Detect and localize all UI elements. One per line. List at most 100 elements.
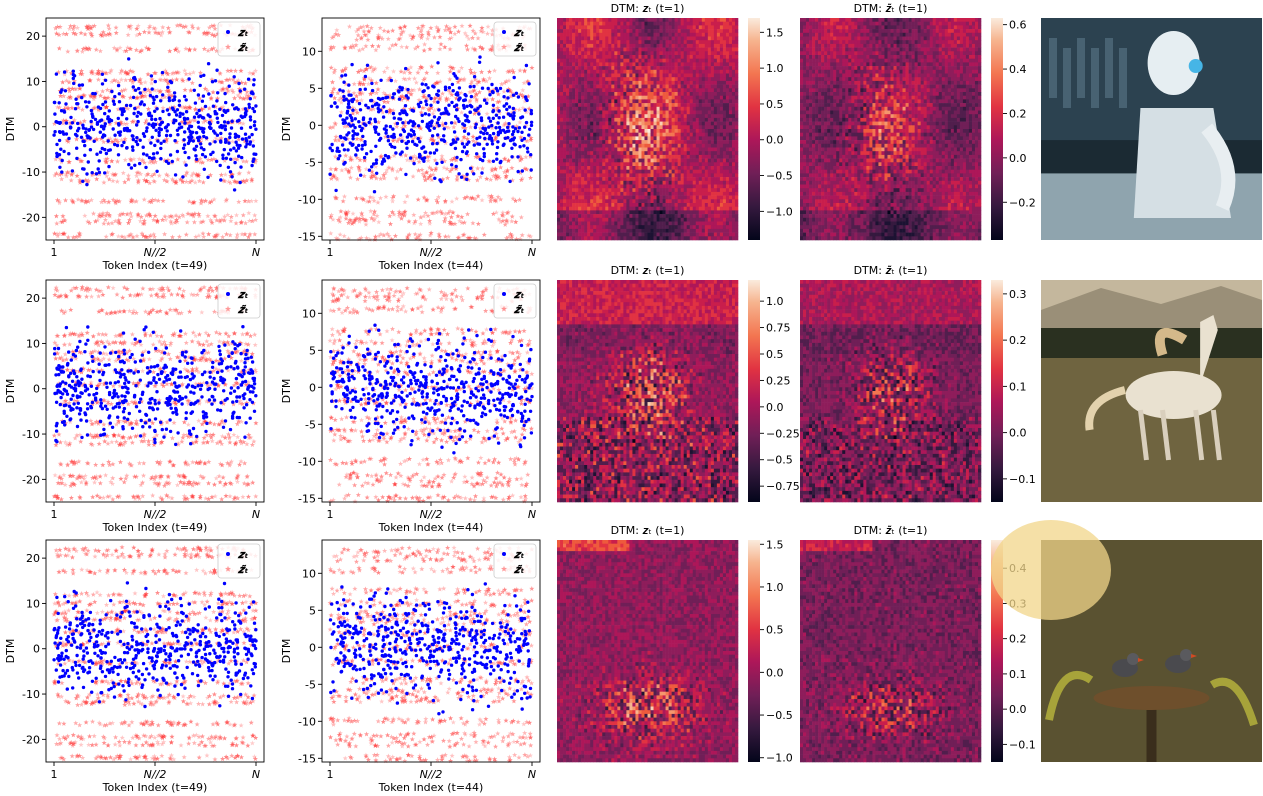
star-point — [138, 171, 144, 177]
star-point — [146, 29, 152, 35]
heatmap-cell — [572, 18, 576, 22]
heatmap-cell — [710, 125, 715, 130]
star-point — [361, 75, 367, 81]
star-point — [224, 89, 230, 95]
heatmap-cell — [653, 95, 657, 100]
heatmap-cell — [632, 106, 636, 111]
heatmap-cell — [575, 43, 579, 48]
heatmap-cell — [665, 136, 669, 141]
star-point — [185, 211, 191, 216]
heatmap-cell — [584, 32, 588, 37]
heatmap-cell — [677, 55, 681, 59]
heatmap-cell — [698, 110, 703, 115]
star-point — [401, 95, 407, 101]
heatmap-cell — [707, 40, 712, 45]
heatmap-cell — [623, 73, 627, 78]
heatmap-cell — [557, 129, 561, 133]
heatmap-cell — [581, 29, 585, 34]
star-point — [154, 218, 160, 224]
dot-point — [199, 146, 204, 150]
heatmap-cell — [728, 132, 733, 137]
star-point — [65, 48, 71, 54]
heatmap-cell — [719, 95, 724, 100]
dot-point — [134, 139, 138, 144]
star-point — [204, 31, 210, 37]
heatmap-cell — [632, 80, 636, 85]
legend: 𝒛ₜ𝒛̃ₜ — [493, 21, 537, 57]
heatmap-cell — [668, 117, 672, 122]
heatmap-cell — [701, 121, 706, 126]
star-point — [130, 77, 137, 83]
heatmap-cell — [596, 110, 600, 115]
heatmap-cell — [611, 62, 615, 67]
heatmap-cell — [572, 43, 576, 48]
heatmap-cell — [713, 25, 718, 30]
heatmap-cell — [614, 80, 618, 85]
star-point — [414, 155, 420, 161]
dot-point — [116, 116, 121, 121]
star-point — [94, 176, 100, 182]
heatmap-cell — [734, 55, 739, 59]
star-point — [399, 212, 406, 218]
heatmap-cell — [710, 132, 715, 137]
star-point — [246, 218, 253, 224]
dot-point — [424, 102, 429, 107]
dot-point — [411, 129, 416, 134]
star-point — [488, 196, 494, 201]
star-point — [65, 105, 71, 111]
star-point — [74, 136, 80, 142]
heatmap-cell — [632, 66, 636, 71]
star-point — [62, 217, 68, 223]
heatmap-cell — [698, 18, 703, 22]
heatmap-cell — [728, 66, 733, 71]
heatmap-cell — [662, 121, 666, 126]
heatmap-cell — [632, 125, 636, 130]
heatmap-cell — [602, 80, 606, 85]
star-point — [476, 89, 483, 95]
star-point — [91, 92, 97, 98]
dot-point — [339, 135, 343, 140]
heatmap-cell — [731, 73, 736, 78]
dot-point — [507, 122, 511, 126]
heatmap-cell — [617, 36, 621, 41]
heatmap-cell — [566, 95, 570, 100]
star-point — [217, 71, 223, 77]
heatmap-cell — [725, 92, 730, 96]
dot-point — [149, 114, 154, 118]
star-point — [347, 154, 354, 160]
star-point — [528, 135, 534, 141]
star-point — [332, 95, 338, 101]
heatmap-cell — [560, 25, 564, 30]
heatmap-cell — [671, 95, 675, 100]
heatmap-cell — [731, 114, 736, 119]
dot-point — [370, 88, 375, 93]
heatmap-cell — [683, 36, 688, 41]
heatmap-cell — [569, 132, 573, 137]
star-point — [83, 177, 89, 183]
heatmap-cell — [623, 18, 627, 22]
heatmap-cell — [602, 121, 606, 126]
heatmap-cell — [605, 21, 609, 26]
dot-point — [459, 175, 464, 179]
dot-point — [104, 151, 109, 156]
heatmap-cell — [578, 40, 582, 45]
heatmap-cell — [719, 21, 724, 26]
dot-point — [224, 100, 228, 105]
star-point — [53, 170, 59, 176]
star-point — [88, 197, 95, 203]
heatmap-cell — [644, 25, 648, 30]
star-point — [493, 176, 500, 182]
star-point — [427, 46, 433, 52]
star-point — [147, 180, 153, 186]
star-point — [440, 122, 446, 128]
star-point — [151, 231, 157, 237]
star-point — [343, 212, 349, 218]
dot-point — [347, 93, 351, 97]
star-point — [66, 79, 72, 85]
heatmap-cell — [635, 106, 639, 111]
star-point — [147, 23, 153, 29]
heatmap-cell — [656, 25, 660, 30]
star-point — [509, 177, 515, 183]
star-point — [56, 230, 63, 236]
heatmap-cell — [656, 55, 660, 59]
